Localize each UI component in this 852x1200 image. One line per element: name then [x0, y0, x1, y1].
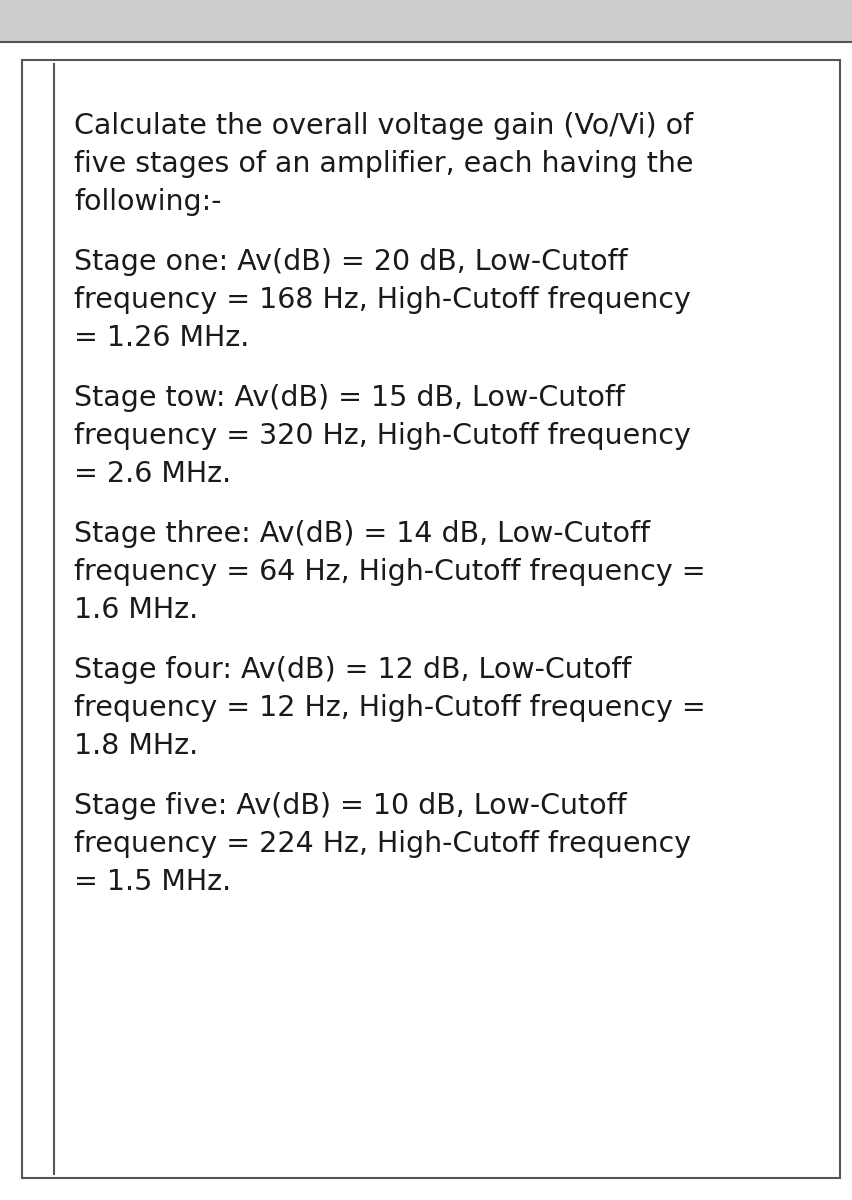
Text: Stage four: Av(dB) = 12 dB, Low-Cutoff: Stage four: Av(dB) = 12 dB, Low-Cutoff: [74, 656, 631, 684]
Text: five stages of an amplifier, each having the: five stages of an amplifier, each having…: [74, 150, 694, 178]
Text: Stage three: Av(dB) = 14 dB, Low-Cutoff: Stage three: Av(dB) = 14 dB, Low-Cutoff: [74, 520, 650, 548]
Text: Calculate the overall voltage gain (Vo/Vi) of: Calculate the overall voltage gain (Vo/V…: [74, 112, 694, 140]
Bar: [0, 0, 852, 42]
Text: frequency = 168 Hz, High-Cutoff frequency: frequency = 168 Hz, High-Cutoff frequenc…: [74, 286, 691, 314]
Text: frequency = 64 Hz, High-Cutoff frequency =: frequency = 64 Hz, High-Cutoff frequency…: [74, 558, 705, 586]
Text: = 1.26 MHz.: = 1.26 MHz.: [74, 324, 250, 352]
Text: Stage tow: Av(dB) = 15 dB, Low-Cutoff: Stage tow: Av(dB) = 15 dB, Low-Cutoff: [74, 384, 625, 412]
Text: = 2.6 MHz.: = 2.6 MHz.: [74, 460, 231, 488]
Text: frequency = 224 Hz, High-Cutoff frequency: frequency = 224 Hz, High-Cutoff frequenc…: [74, 830, 691, 858]
Text: Stage one: Av(dB) = 20 dB, Low-Cutoff: Stage one: Av(dB) = 20 dB, Low-Cutoff: [74, 248, 628, 276]
Text: = 1.5 MHz.: = 1.5 MHz.: [74, 868, 231, 896]
Text: Stage five: Av(dB) = 10 dB, Low-Cutoff: Stage five: Av(dB) = 10 dB, Low-Cutoff: [74, 792, 626, 820]
Text: 1.8 MHz.: 1.8 MHz.: [74, 732, 199, 760]
Text: frequency = 320 Hz, High-Cutoff frequency: frequency = 320 Hz, High-Cutoff frequenc…: [74, 422, 691, 450]
Text: frequency = 12 Hz, High-Cutoff frequency =: frequency = 12 Hz, High-Cutoff frequency…: [74, 694, 705, 722]
Text: 1.6 MHz.: 1.6 MHz.: [74, 596, 199, 624]
Text: following:-: following:-: [74, 188, 222, 216]
